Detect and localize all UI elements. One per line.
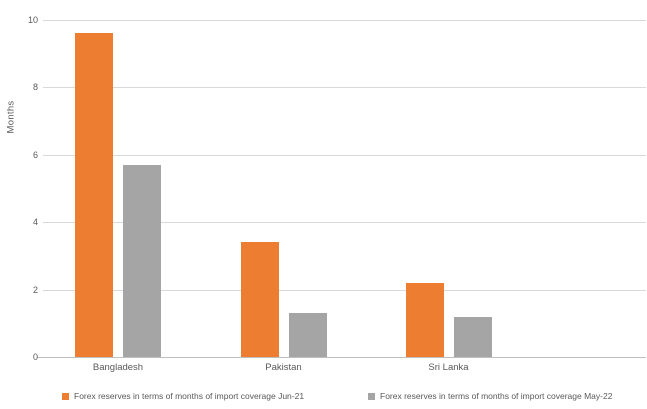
gridline bbox=[43, 20, 646, 21]
bar-pakistan-series-0 bbox=[240, 242, 279, 357]
bar-sri-lanka-series-0 bbox=[405, 282, 444, 357]
x-axis-label: Bangladesh bbox=[92, 362, 144, 373]
y-tick-label: 8 bbox=[32, 82, 38, 92]
gridline bbox=[43, 87, 646, 88]
x-axis-label: Sri Lanka bbox=[428, 362, 469, 373]
legend: Forex reserves in terms of months of imp… bbox=[0, 388, 647, 404]
gridline bbox=[43, 155, 646, 156]
y-tick-label: 0 bbox=[32, 352, 38, 362]
y-axis-title: Months bbox=[5, 100, 17, 134]
legend-label-may-22: Forex reserves in terms of months of imp… bbox=[380, 391, 613, 401]
bar-sri-lanka-series-1 bbox=[453, 316, 492, 357]
bar-pakistan-series-1 bbox=[288, 313, 327, 357]
y-tick-label: 2 bbox=[32, 285, 38, 295]
legend-label-jun-21: Forex reserves in terms of months of imp… bbox=[74, 391, 305, 401]
legend-entry-jun-21: Forex reserves in terms of months of imp… bbox=[62, 389, 304, 403]
bar-bangladesh-series-1 bbox=[123, 164, 161, 357]
y-tick-label: 10 bbox=[27, 15, 38, 25]
legend-entry-may-22: Forex reserves in terms of months of imp… bbox=[368, 389, 612, 403]
y-tick-label: 4 bbox=[32, 217, 38, 227]
gridline bbox=[43, 222, 646, 223]
legend-swatch-jun-21-icon bbox=[62, 392, 69, 400]
x-axis-line bbox=[37, 357, 646, 358]
bar-bangladesh-series-0 bbox=[75, 33, 113, 357]
y-tick-label: 6 bbox=[32, 150, 38, 160]
x-axis-label: Pakistan bbox=[265, 362, 302, 373]
legend-swatch-may-22-icon bbox=[368, 392, 375, 400]
gridline bbox=[43, 290, 646, 291]
